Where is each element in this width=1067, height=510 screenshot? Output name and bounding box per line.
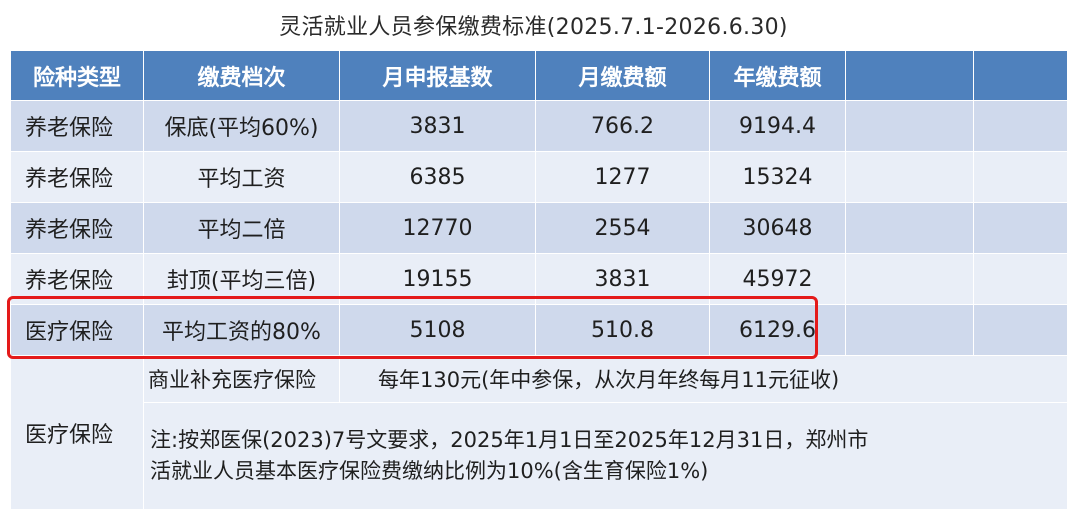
header-cell-tier: 缴费档次 xyxy=(144,51,340,101)
row-empty-cell xyxy=(846,101,974,152)
contribution-table: 险种类型 缴费档次 月申报基数 月缴费额 年缴费额 养老保险 保底(平均60%)… xyxy=(10,50,1067,510)
row-empty-cell xyxy=(846,305,974,356)
row-tier-cell: 封顶(平均三倍) xyxy=(144,254,340,305)
row-empty-cell xyxy=(974,101,1067,152)
row-base-cell: 3831 xyxy=(340,101,536,152)
row-monthly-cell: 2554 xyxy=(536,203,710,254)
row-monthly-cell: 766.2 xyxy=(536,101,710,152)
row-type-cell: 养老保险 xyxy=(11,152,144,203)
row-empty-cell xyxy=(846,203,974,254)
table-header-row: 险种类型 缴费档次 月申报基数 月缴费额 年缴费额 xyxy=(11,51,1067,101)
row-empty-cell xyxy=(974,254,1067,305)
supplement-desc-cell: 每年130元(年中参保，从次月年终每月11元征收) xyxy=(340,356,1067,403)
header-cell-empty xyxy=(974,51,1067,101)
header-cell-annual: 年缴费额 xyxy=(710,51,846,101)
row-type-cell: 医疗保险 xyxy=(11,305,144,356)
row-tier-cell: 平均工资的80% xyxy=(144,305,340,356)
table-title: 灵活就业人员参保缴费标准(2025.7.1-2026.6.30) xyxy=(0,0,1067,50)
row-empty-cell xyxy=(974,305,1067,356)
row-annual-cell: 45972 xyxy=(710,254,846,305)
policy-note-text: 注:按郑医保(2023)7号文要求，2025年1月1日至2025年12月31日，… xyxy=(150,428,868,483)
header-cell-monthly: 月缴费额 xyxy=(536,51,710,101)
table-row: 养老保险 封顶(平均三倍) 19155 3831 45972 xyxy=(11,254,1067,305)
row-base-cell: 12770 xyxy=(340,203,536,254)
row-annual-cell: 9194.4 xyxy=(710,101,846,152)
row-base-cell: 6385 xyxy=(340,152,536,203)
row-empty-cell xyxy=(974,152,1067,203)
header-cell-type: 险种类型 xyxy=(11,51,144,101)
policy-note-cell: 注:按郑医保(2023)7号文要求，2025年1月1日至2025年12月31日，… xyxy=(144,403,1067,510)
supplement-row: 医疗保险 商业补充医疗保险 每年130元(年中参保，从次月年终每月11元征收) xyxy=(11,356,1067,403)
medical-type-cell: 医疗保险 xyxy=(11,356,144,510)
table-row: 养老保险 保底(平均60%) 3831 766.2 9194.4 xyxy=(11,101,1067,152)
row-base-cell: 5108 xyxy=(340,305,536,356)
row-empty-cell xyxy=(846,254,974,305)
header-cell-empty xyxy=(846,51,974,101)
row-tier-cell: 平均二倍 xyxy=(144,203,340,254)
row-type-cell: 养老保险 xyxy=(11,101,144,152)
header-cell-base: 月申报基数 xyxy=(340,51,536,101)
table-row: 养老保险 平均工资 6385 1277 15324 xyxy=(11,152,1067,203)
row-annual-cell: 15324 xyxy=(710,152,846,203)
table-row-highlighted: 医疗保险 平均工资的80% 5108 510.8 6129.6 xyxy=(11,305,1067,356)
table-row: 养老保险 平均二倍 12770 2554 30648 xyxy=(11,203,1067,254)
row-type-cell: 养老保险 xyxy=(11,254,144,305)
row-tier-cell: 平均工资 xyxy=(144,152,340,203)
row-annual-cell: 30648 xyxy=(710,203,846,254)
note-row: 注:按郑医保(2023)7号文要求，2025年1月1日至2025年12月31日，… xyxy=(11,403,1067,510)
row-base-cell: 19155 xyxy=(340,254,536,305)
row-monthly-cell: 3831 xyxy=(536,254,710,305)
row-monthly-cell: 1277 xyxy=(536,152,710,203)
row-empty-cell xyxy=(846,152,974,203)
row-tier-cell: 保底(平均60%) xyxy=(144,101,340,152)
row-type-cell: 养老保险 xyxy=(11,203,144,254)
row-empty-cell xyxy=(974,203,1067,254)
supplement-label-cell: 商业补充医疗保险 xyxy=(144,356,340,403)
row-annual-cell: 6129.6 xyxy=(710,305,846,356)
row-monthly-cell: 510.8 xyxy=(536,305,710,356)
